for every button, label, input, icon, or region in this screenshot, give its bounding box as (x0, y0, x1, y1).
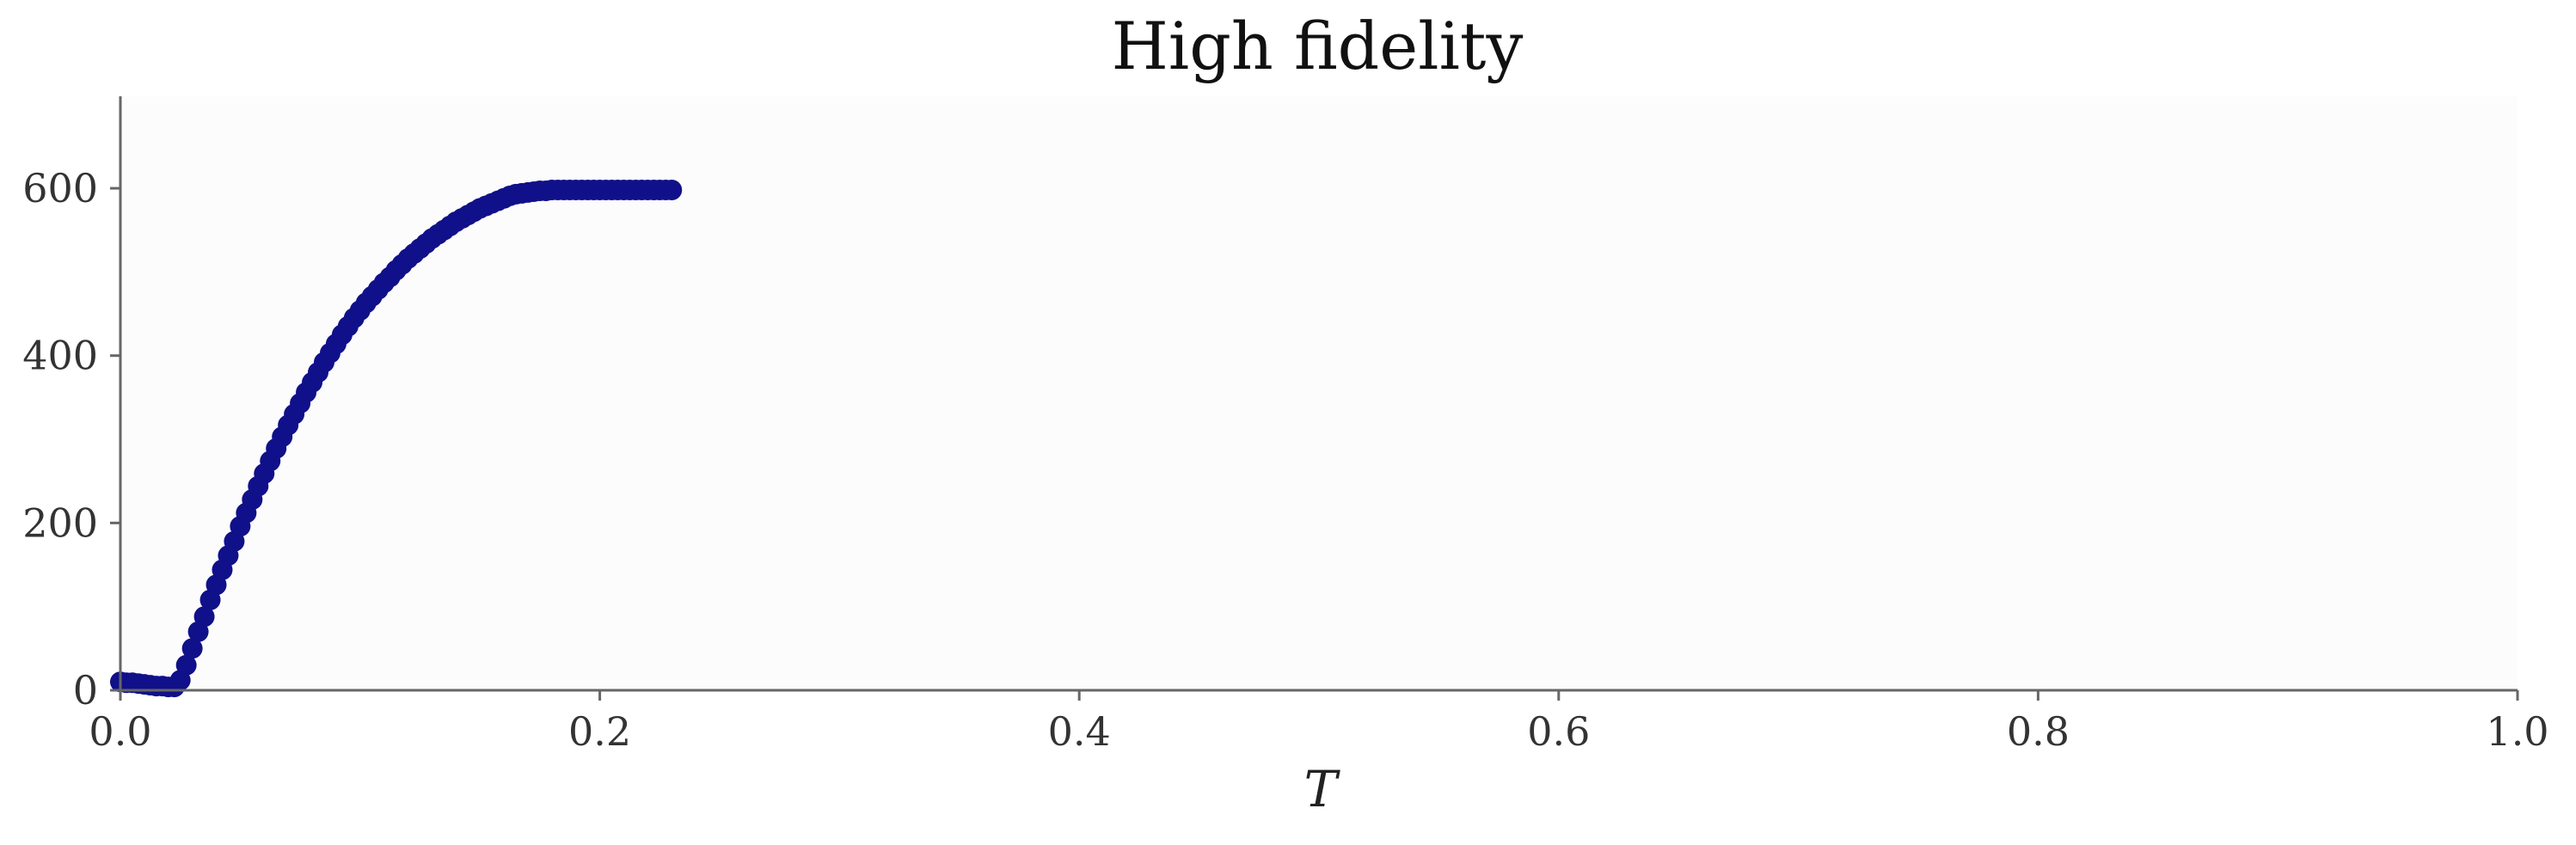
x-tick-label: 0.2 (568, 708, 631, 755)
data-point (661, 180, 683, 201)
plot-background (120, 96, 2518, 690)
data-point (193, 606, 215, 628)
y-axis-ticks: 0 200 400 600 (22, 165, 120, 713)
x-tick-label: 0.8 (2007, 708, 2070, 755)
x-tick-label: 0.0 (89, 708, 151, 755)
y-tick-label: 0 (73, 667, 98, 713)
y-tick-label: 600 (22, 165, 98, 211)
data-point (175, 654, 197, 676)
x-tick-label: 1.0 (2486, 708, 2548, 755)
x-tick-label: 0.4 (1048, 708, 1111, 755)
x-tick-label: 0.6 (1527, 708, 1590, 755)
x-axis-label: T (1304, 760, 1341, 818)
data-point (181, 638, 203, 659)
y-tick-label: 200 (22, 499, 98, 546)
x-axis-ticks: 0.0 0.2 0.4 0.6 0.8 1.0 (89, 690, 2549, 755)
y-tick-label: 400 (22, 333, 98, 379)
data-points (110, 180, 683, 698)
chart-title: High fidelity (1112, 8, 1524, 84)
